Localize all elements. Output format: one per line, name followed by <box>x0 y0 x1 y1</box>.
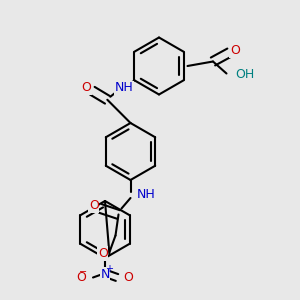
Text: NH: NH <box>136 188 155 202</box>
Text: O: O <box>230 44 240 58</box>
Text: O: O <box>77 271 86 284</box>
Text: O: O <box>124 271 133 284</box>
Text: O: O <box>81 81 91 94</box>
Text: N: N <box>100 268 110 281</box>
Text: NH: NH <box>114 81 133 94</box>
Text: O: O <box>89 199 99 212</box>
Text: +: + <box>105 264 113 274</box>
Text: O: O <box>98 247 108 260</box>
Text: OH: OH <box>236 68 255 82</box>
Text: −: − <box>79 267 87 277</box>
